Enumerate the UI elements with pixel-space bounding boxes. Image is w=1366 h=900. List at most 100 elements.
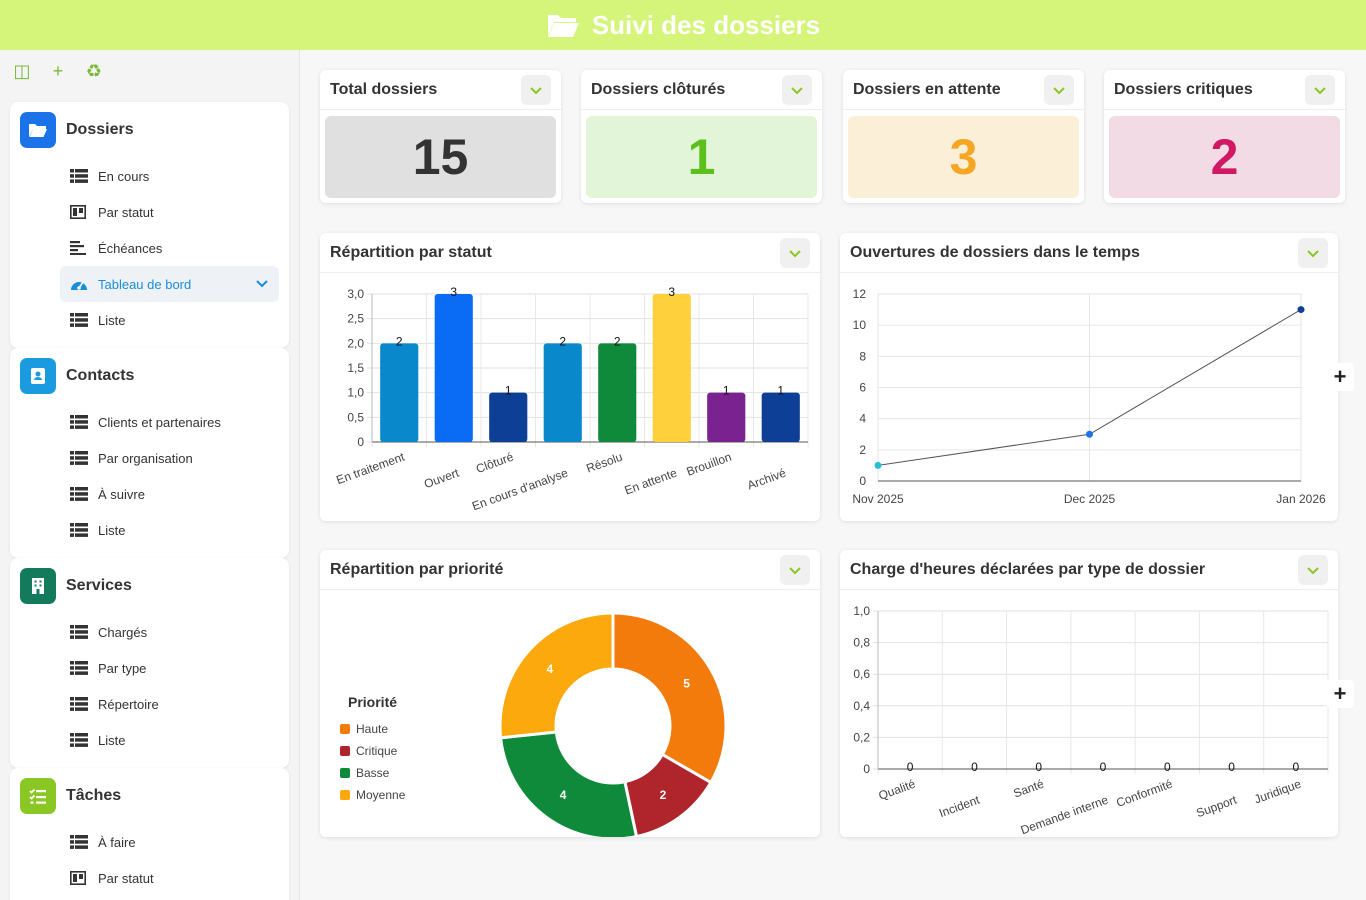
sidebar-item[interactable]: Par statut [10,860,289,896]
sidebar-group-header[interactable]: Services [10,558,289,614]
chart-status-card: Répartition par statut 0 0,5 1,0 1,5 2,0 2,5 3… [320,233,820,521]
x-tick-label: En traitement [334,449,406,487]
bar-value-label: 0 [1035,760,1042,774]
chart-hours-collapse-button[interactable] [1298,554,1328,585]
chevron-down-icon [530,86,542,94]
pie-slice[interactable] [611,611,728,785]
list-icon [70,415,88,429]
y-tick-label: 0,2 [853,730,870,744]
x-tick-label: Nov 2025 [852,492,904,506]
list-icon [70,313,88,327]
sidebar-item[interactable]: Liste [10,512,289,548]
y-tick-label: 0,4 [853,699,870,713]
bar[interactable] [761,392,800,442]
list-icon [70,523,88,537]
add-widget-button-2[interactable]: + [1326,680,1354,708]
chart-time-collapse-button[interactable] [1298,237,1328,268]
sidebar-group-header[interactable]: Tâches [10,768,289,824]
bar-value-label: 3 [450,285,457,299]
bar[interactable] [652,294,691,442]
sidebar-group-1: Contacts Clients et partenaires Par organi… [10,348,289,558]
sidebar-item-label: Tableau de bord [98,276,192,292]
list-icon [70,625,88,639]
sidebar-item[interactable]: Liste [10,302,289,338]
kpi-value: 15 [325,116,556,198]
y-tick-label: 3,0 [347,287,364,301]
kpi-collapse-button[interactable] [1044,74,1074,105]
sidebar-item[interactable]: Échéances [10,230,289,266]
x-tick-label: En attente [623,466,680,498]
x-tick-label: Qualité [877,777,918,803]
chart-priority-collapse-button[interactable] [780,554,810,585]
chevron-down-icon [1314,86,1326,94]
sidebar-item[interactable]: À suivre [10,476,289,512]
chart-priority: 5 2 4 4 Priorité Haute Critique Basse Moyenne [340,611,728,841]
legend-label[interactable]: Critique [356,744,398,758]
y-tick-label: 1,5 [347,361,364,375]
y-tick-label: 8 [859,349,866,363]
pie-slice[interactable] [498,611,615,740]
columns-icon[interactable]: ◫ [13,60,31,81]
plus-icon[interactable]: + [52,60,64,81]
y-tick-label: 1,0 [853,604,870,618]
y-tick-label: 0 [357,435,364,449]
data-point[interactable] [874,461,882,469]
bar[interactable] [489,392,528,442]
sidebar-group-3: Tâches À faire Par statut Planning [10,768,289,900]
sidebar-item[interactable]: Par organisation [10,440,289,476]
bar[interactable] [543,343,582,442]
bar-value-label: 1 [723,384,730,398]
sidebar-item-label: Clients et partenaires [98,414,221,430]
kpi-collapse-button[interactable] [521,74,551,105]
sidebar-item[interactable]: Tableau de bord [60,266,279,302]
sidebar-item[interactable]: Clients et partenaires [10,404,289,440]
legend-label[interactable]: Moyenne [356,788,406,802]
sidebar-item[interactable]: En cours [10,158,289,194]
x-tick-label: Demande interne [1019,793,1111,837]
add-widget-button[interactable]: + [1326,363,1354,391]
data-point[interactable] [1086,430,1093,438]
kpi-card: Dossiers clôturés 1 [581,70,822,203]
folder-open-icon [547,15,579,37]
sidebar-item[interactable]: Planning [10,896,289,900]
sidebar-item[interactable]: Chargés [10,614,289,650]
sidebar-group-header[interactable]: Dossiers [10,102,289,158]
building-icon [20,568,56,604]
bar[interactable] [434,294,473,442]
x-tick-label: Résolu [584,450,624,476]
bar[interactable] [380,343,419,442]
chevron-down-icon [1053,86,1065,94]
bar-value-label: 2 [559,334,566,348]
address-book-icon [20,358,56,394]
kpi-collapse-button[interactable] [1305,74,1335,105]
sidebar-item[interactable]: À faire [10,824,289,860]
kpi-collapse-button[interactable] [782,74,812,105]
chevron-down-icon[interactable] [255,276,269,293]
chart-status-collapse-button[interactable] [780,237,810,268]
bar[interactable] [707,392,746,442]
sidebar-item[interactable]: Par type [10,650,289,686]
y-tick-label: 12 [853,287,867,301]
data-point[interactable] [1297,306,1305,314]
sidebar-toolbar: ◫ + ♻ [0,50,299,92]
y-tick-label: 0,5 [347,410,364,424]
sidebar-item-label: Par statut [98,204,154,220]
sidebar-item[interactable]: Liste [10,722,289,758]
bar-value-label: 1 [777,384,784,398]
y-tick-label: 6 [859,381,866,395]
legend-label[interactable]: Basse [356,766,390,780]
sidebar-item[interactable]: Répertoire [10,686,289,722]
sidebar-item[interactable]: Par statut [10,194,289,230]
bar[interactable] [598,343,637,442]
bar-value-label: 1 [505,384,512,398]
bar-value-label: 2 [396,334,403,348]
list-icon [70,697,88,711]
sidebar-item-label: Échéances [98,240,163,256]
legend-label[interactable]: Haute [356,722,388,736]
y-tick-label: 1,0 [347,386,364,400]
pie-slice[interactable] [498,730,639,841]
sidebar-group-header[interactable]: Contacts [10,348,289,404]
slice-value-label: 4 [560,788,567,802]
kpi-title: Dossiers clôturés [591,80,726,98]
recycle-icon[interactable]: ♻ [85,60,103,81]
